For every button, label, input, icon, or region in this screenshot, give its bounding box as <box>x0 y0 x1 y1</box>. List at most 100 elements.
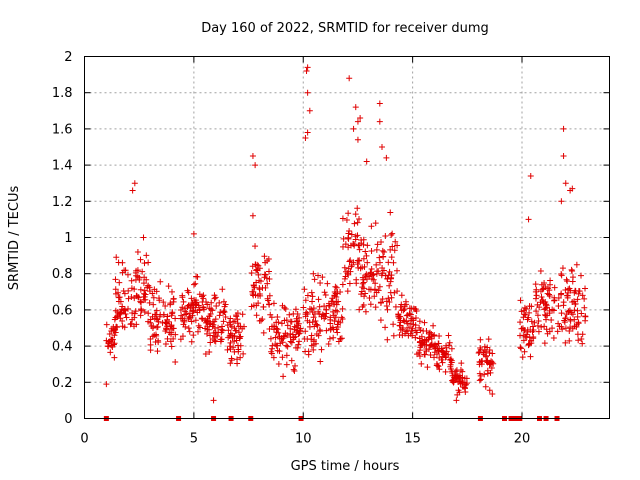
data-point <box>255 262 262 269</box>
data-point <box>324 280 331 287</box>
data-point <box>227 360 234 367</box>
data-point <box>479 357 486 364</box>
data-point <box>146 299 153 306</box>
data-point <box>181 311 188 318</box>
data-point <box>522 333 529 340</box>
data-point <box>162 340 169 347</box>
data-point <box>579 292 586 299</box>
data-point <box>143 252 150 259</box>
data-point <box>141 296 148 303</box>
data-point <box>202 317 209 324</box>
data-point <box>439 359 446 366</box>
data-point <box>279 354 286 361</box>
data-point <box>408 327 415 334</box>
data-point <box>106 330 113 337</box>
data-point <box>252 243 259 250</box>
data-point <box>219 327 226 334</box>
data-point <box>482 383 489 390</box>
data-point <box>542 312 549 319</box>
data-point <box>178 312 185 319</box>
data-point <box>252 162 259 169</box>
data-point <box>271 323 278 330</box>
data-point <box>185 325 192 332</box>
data-point <box>125 305 132 312</box>
data-point <box>558 198 565 205</box>
data-point <box>260 329 267 336</box>
data-point <box>280 373 287 380</box>
data-point <box>292 306 299 313</box>
data-point <box>207 310 214 317</box>
data-point <box>521 348 528 355</box>
data-point <box>252 261 259 268</box>
data-point <box>134 248 141 255</box>
data-point <box>184 303 191 310</box>
data-point <box>573 321 580 328</box>
data-point <box>312 318 319 325</box>
data-point <box>137 286 144 293</box>
data-point <box>168 329 175 336</box>
data-point <box>538 281 545 288</box>
data-point <box>449 370 456 377</box>
data-point <box>273 329 280 336</box>
data-point <box>538 294 545 301</box>
data-point <box>315 308 322 315</box>
data-point <box>186 313 193 320</box>
y-tick-label: 2 <box>64 50 72 65</box>
data-point <box>386 268 393 275</box>
x-axis-label: GPS time / hours <box>291 459 400 474</box>
data-point <box>222 314 229 321</box>
data-point <box>304 89 311 96</box>
data-point <box>215 329 222 336</box>
data-point <box>399 326 406 333</box>
data-point <box>216 312 223 319</box>
data-point <box>378 272 385 279</box>
data-point <box>152 331 159 338</box>
data-point <box>449 377 456 384</box>
data-point <box>348 231 355 238</box>
data-point <box>253 279 260 286</box>
data-point <box>149 313 156 320</box>
data-point <box>290 310 297 317</box>
data-point <box>206 305 213 312</box>
data-point <box>361 293 368 300</box>
data-point <box>268 314 275 321</box>
data-point <box>216 299 223 306</box>
data-point <box>333 284 340 291</box>
data-point <box>394 242 401 249</box>
data-point <box>228 355 235 362</box>
data-point <box>481 371 488 378</box>
data-point <box>112 329 119 336</box>
data-point <box>385 272 392 279</box>
data-point <box>461 375 468 382</box>
data-point <box>296 314 303 321</box>
data-point <box>540 298 547 305</box>
data-point <box>172 315 179 322</box>
data-point <box>364 242 371 249</box>
data-point <box>435 340 442 347</box>
data-point <box>477 336 484 343</box>
data-point <box>559 265 566 272</box>
data-point <box>172 358 179 365</box>
data-point <box>308 306 315 313</box>
data-point <box>221 309 228 316</box>
data-point <box>521 304 528 311</box>
data-point <box>527 327 534 334</box>
data-point <box>407 330 414 337</box>
data-point <box>459 368 466 375</box>
data-point <box>230 344 237 351</box>
data-point <box>548 317 555 324</box>
data-point <box>287 318 294 325</box>
data-point <box>344 288 351 295</box>
data-point <box>405 324 412 331</box>
data-point <box>153 324 160 331</box>
data-point <box>334 289 341 296</box>
data-point <box>268 348 275 355</box>
data-point <box>455 378 462 385</box>
data-point <box>325 300 332 307</box>
data-point <box>416 335 423 342</box>
data-point <box>346 280 353 287</box>
data-point <box>555 303 562 310</box>
data-point <box>274 342 281 349</box>
data-point <box>560 125 567 132</box>
data-point <box>551 284 558 291</box>
